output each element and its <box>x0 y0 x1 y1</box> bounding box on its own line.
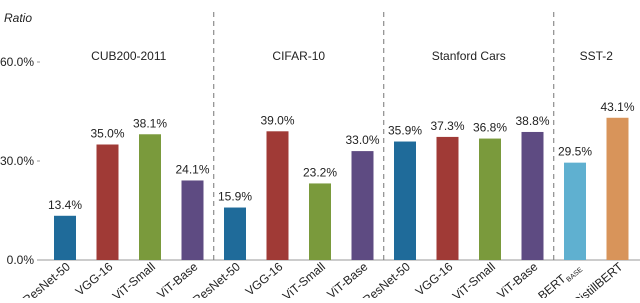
y-axis-label: Ratio <box>4 11 32 25</box>
bar <box>606 117 629 261</box>
bar <box>436 136 459 260</box>
value-label: 33.0% <box>345 133 379 147</box>
bar <box>266 131 289 260</box>
bar <box>521 131 544 260</box>
value-label: 35.0% <box>90 127 124 141</box>
value-label: 23.2% <box>303 165 337 179</box>
x-tick-label: DistillBERT <box>570 259 626 298</box>
bar <box>139 134 161 260</box>
group-label: Stanford Cars <box>432 49 506 63</box>
y-tick-label: 0.0% <box>7 253 35 267</box>
value-label: 38.1% <box>133 116 167 130</box>
value-label: 37.3% <box>430 119 464 133</box>
value-label: 36.8% <box>473 121 507 135</box>
value-label: 39.0% <box>260 113 294 127</box>
group-label: CIFAR-10 <box>272 49 325 63</box>
x-tick-label-text: BERT <box>535 271 569 298</box>
y-tick-label: 30.0% <box>0 154 34 168</box>
value-label: 15.9% <box>218 190 252 204</box>
bar <box>96 144 119 260</box>
y-tick-label: 60.0% <box>0 55 34 69</box>
x-tick-label: ResNet-50 <box>190 259 243 298</box>
bar <box>224 207 246 260</box>
x-tick-label-subscript: BASE <box>565 266 584 284</box>
bar <box>394 141 416 260</box>
value-label: 38.8% <box>515 114 549 128</box>
x-tick-label: ViT-Base <box>494 259 540 298</box>
x-tick-label: ViT-Small <box>450 260 498 298</box>
x-tick-label: ViT-Small <box>280 260 328 298</box>
bar <box>564 162 586 260</box>
x-tick-label: ResNet-50 <box>360 259 413 298</box>
bar <box>479 138 501 260</box>
group-label: SST-2 <box>580 49 614 63</box>
x-tick-label: ViT-Small <box>110 260 158 298</box>
bar <box>351 151 374 260</box>
bar <box>181 180 204 260</box>
bar <box>54 215 76 260</box>
value-label: 43.1% <box>600 100 634 114</box>
value-label: 13.4% <box>48 198 82 212</box>
value-label: 29.5% <box>558 145 592 159</box>
value-label: 35.9% <box>388 124 422 138</box>
value-label: 24.1% <box>175 162 209 176</box>
group-label: CUB200-2011 <box>91 49 166 63</box>
bar <box>309 183 331 260</box>
